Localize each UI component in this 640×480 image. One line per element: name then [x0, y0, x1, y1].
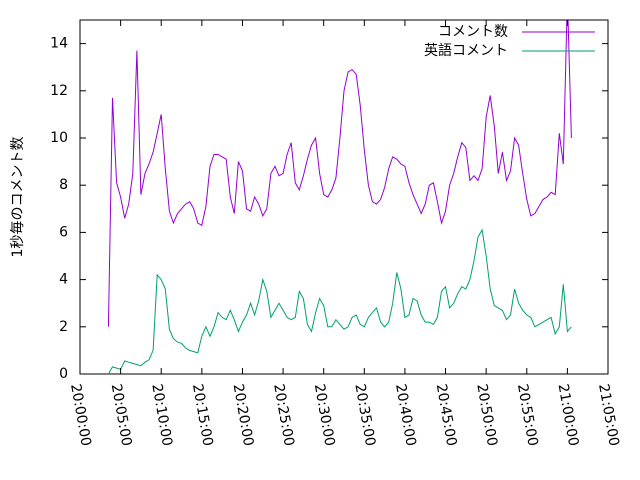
x-tick-label: 21:05:00 [595, 383, 622, 448]
legend-label: 英語コメント [424, 42, 508, 59]
x-tick-label: 20:30:00 [311, 383, 338, 448]
x-tick-label: 20:50:00 [473, 383, 500, 448]
x-tick-label: 20:20:00 [230, 383, 257, 448]
y-tick-label: 2 [59, 319, 68, 335]
series-line [107, 20, 572, 327]
legend-label: コメント数 [438, 24, 508, 40]
x-tick-label: 20:55:00 [514, 383, 541, 448]
plot-lines [107, 20, 572, 374]
x-tick-label: 20:10:00 [148, 383, 175, 448]
x-tick-label: 20:35:00 [351, 383, 378, 448]
x-tick-label: 21:00:00 [555, 383, 582, 448]
y-tick-label: 4 [59, 272, 68, 288]
y-tick-label: 10 [50, 130, 68, 146]
x-tick-label: 20:15:00 [189, 383, 216, 448]
y-tick-label: 8 [59, 177, 68, 193]
x-tick-label: 20:05:00 [108, 383, 135, 448]
x-tick-label: 20:45:00 [433, 383, 460, 448]
y-axis-label: 1秒毎のコメント数 [10, 137, 26, 258]
x-tick-label: 20:40:00 [392, 383, 419, 448]
plot-border [79, 19, 609, 375]
y-tick-label: 6 [59, 224, 68, 240]
x-tick-label: 20:25:00 [270, 383, 297, 448]
y-tick-label: 0 [59, 366, 68, 382]
series-line [107, 228, 572, 374]
y-tick-label: 12 [50, 83, 68, 99]
x-tick-label: 20:00:00 [67, 383, 94, 448]
y-tick-label: 14 [50, 36, 68, 52]
